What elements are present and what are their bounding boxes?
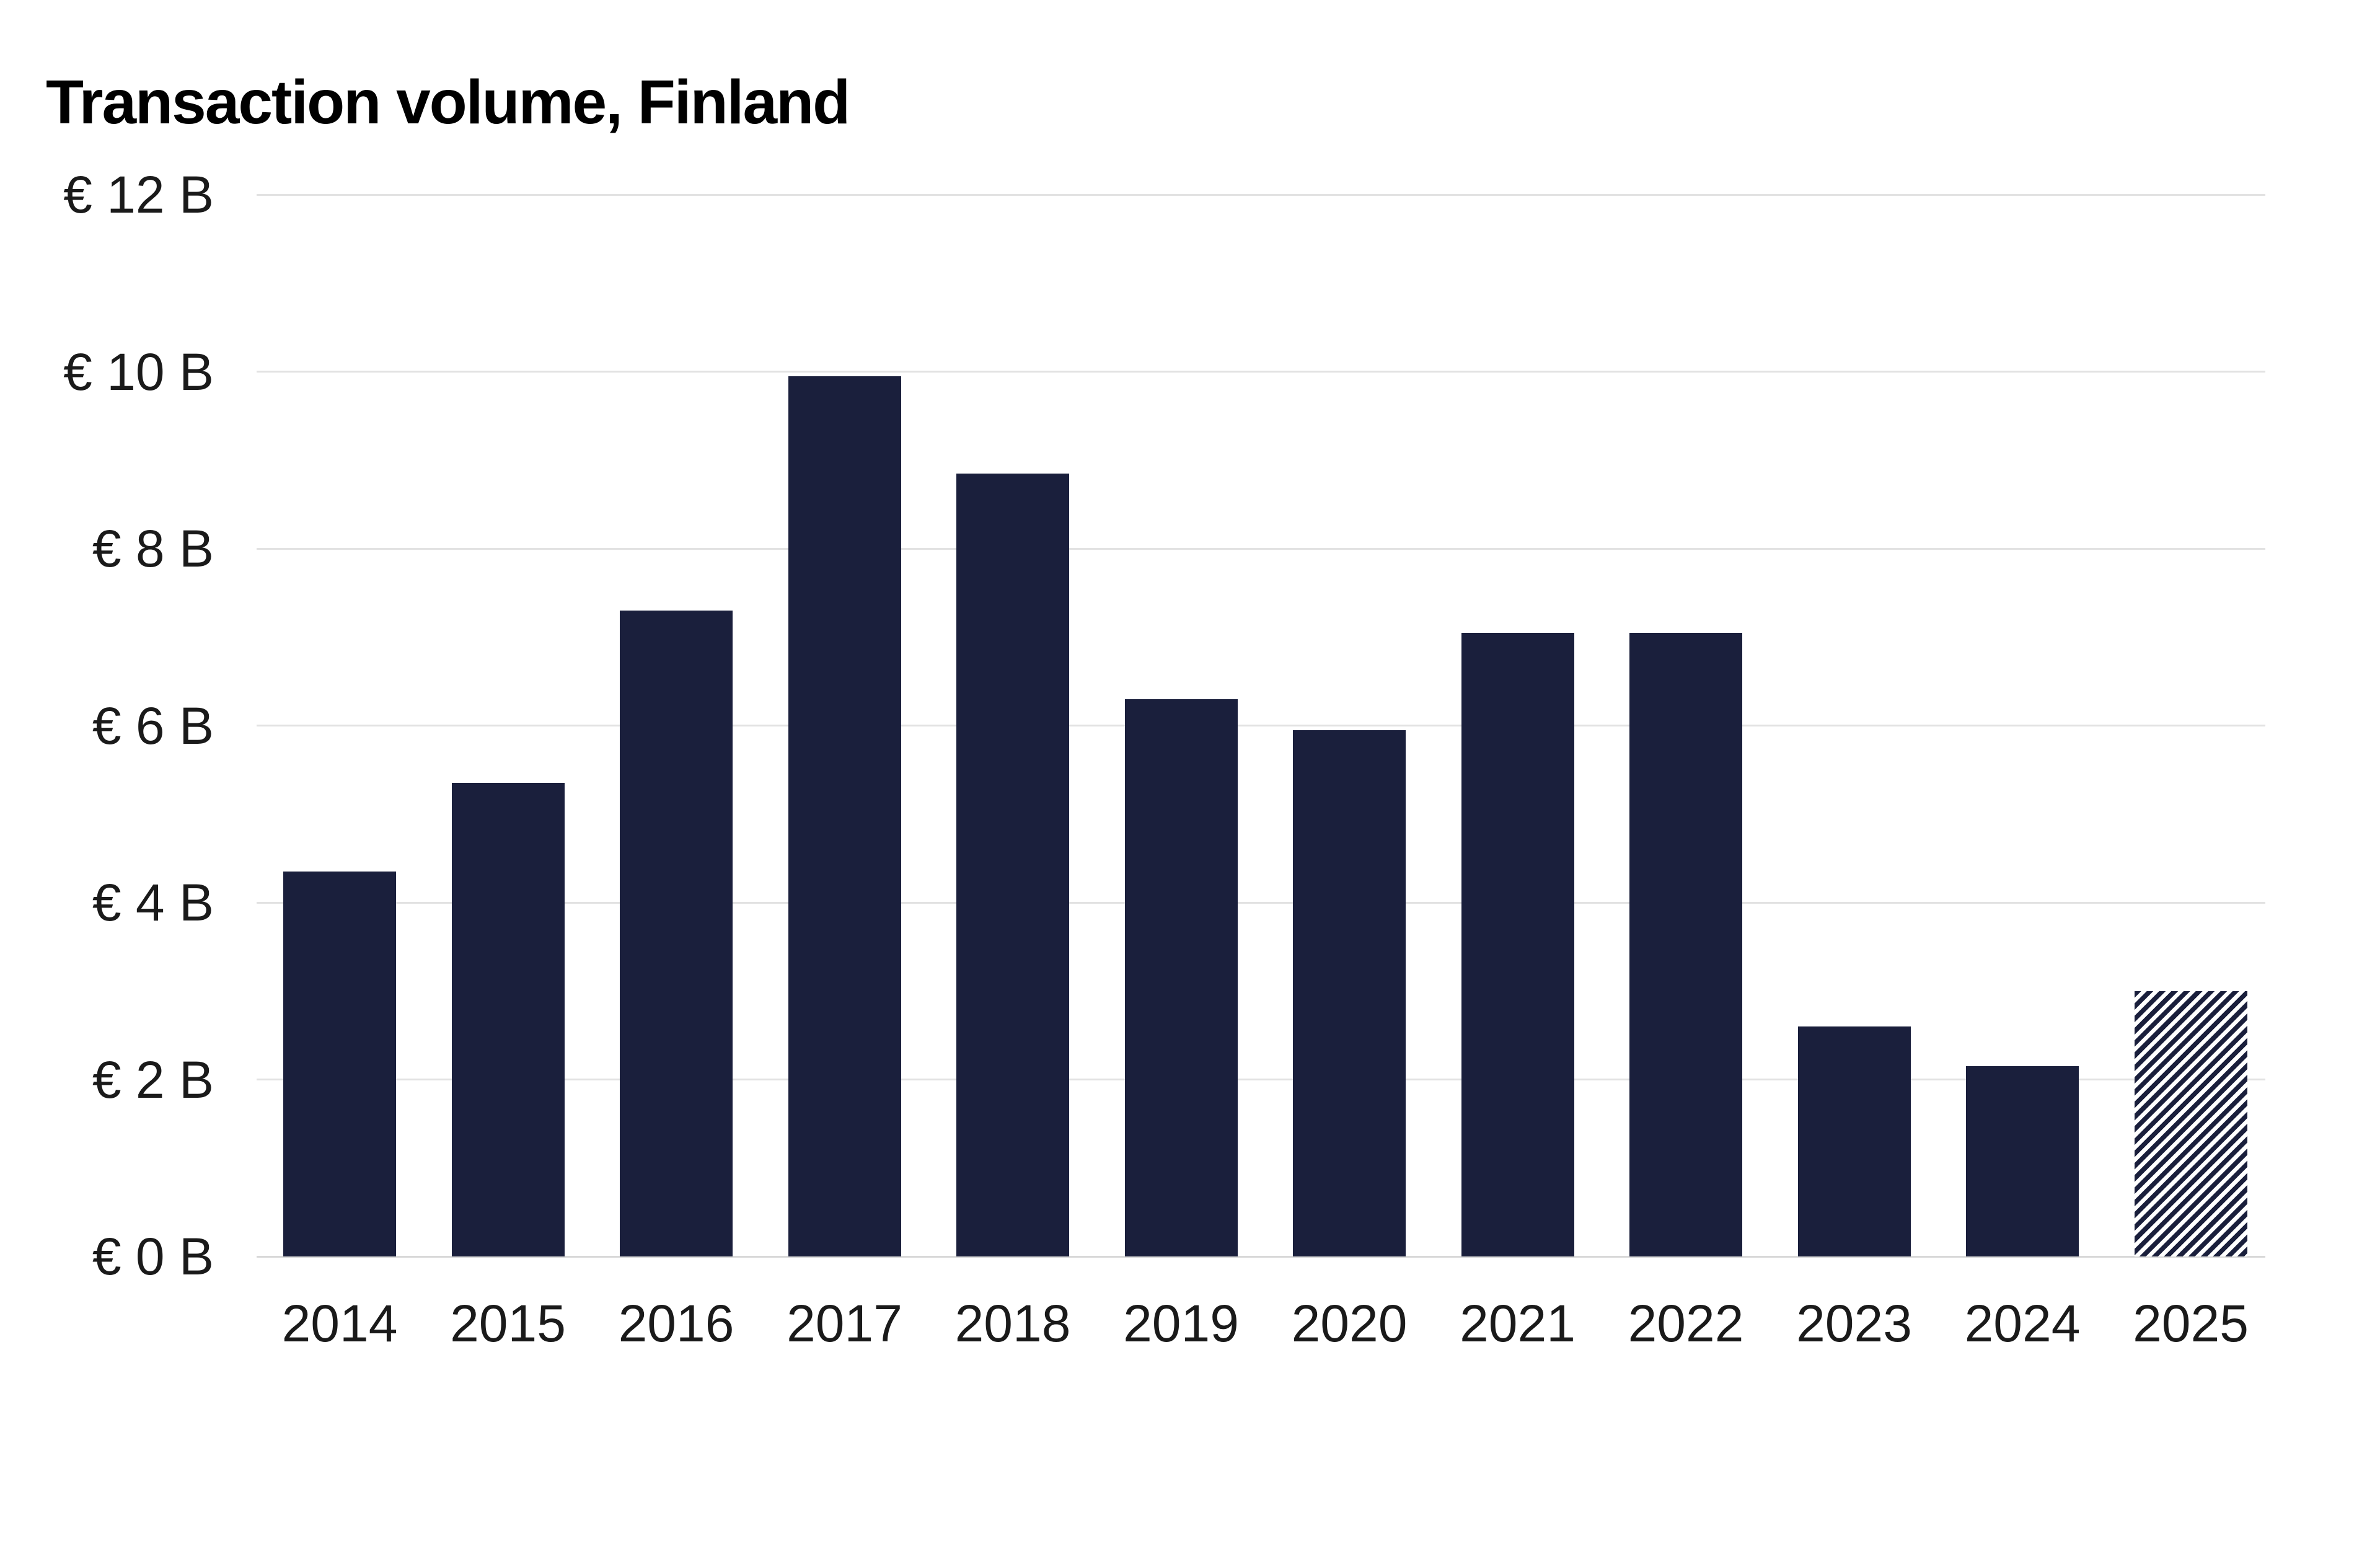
x-tick-label-2017: 2017 <box>787 1294 902 1353</box>
gridline-4b <box>257 901 2265 904</box>
y-tick-label-12b: € 12 B <box>63 166 214 224</box>
x-tick-label-2016: 2016 <box>618 1294 734 1353</box>
bar-2022 <box>1629 632 1742 1256</box>
x-tick-label-2014: 2014 <box>281 1294 398 1353</box>
x-tick-label-2022: 2022 <box>1628 1294 1744 1353</box>
bar-2016 <box>620 610 733 1256</box>
gridline-12b <box>257 193 2265 196</box>
gridline-6b <box>257 725 2265 726</box>
y-tick-label-0b: € 0 B <box>92 1227 214 1286</box>
bar-2023 <box>1797 1026 1911 1256</box>
bar-2019 <box>1124 699 1238 1256</box>
bar-2025-forecast <box>2134 991 2247 1256</box>
gridline-8b <box>257 547 2265 550</box>
x-tick-label-2018: 2018 <box>954 1294 1071 1353</box>
bar-2017 <box>788 376 901 1256</box>
chart-title: Transaction volume, Finland <box>46 68 850 137</box>
x-tick-label-2024: 2024 <box>1964 1294 2081 1353</box>
x-tick-label-2023: 2023 <box>1796 1294 1912 1353</box>
x-tick-label-2020: 2020 <box>1291 1294 1408 1353</box>
bar-2020 <box>1293 730 1406 1256</box>
bar-2014 <box>283 872 396 1256</box>
plot-area <box>257 193 2265 1258</box>
y-tick-label-8b: € 8 B <box>92 519 214 578</box>
x-tick-label-2019: 2019 <box>1123 1294 1239 1353</box>
gridline-10b <box>257 371 2265 373</box>
x-tick-label-2015: 2015 <box>450 1294 566 1353</box>
bar-2018 <box>956 473 1069 1256</box>
y-tick-label-2b: € 2 B <box>92 1050 214 1109</box>
y-tick-label-10b: € 10 B <box>63 342 214 401</box>
gridline-2b <box>257 1079 2265 1080</box>
bar-2015 <box>451 783 565 1256</box>
y-tick-label-4b: € 4 B <box>92 873 214 932</box>
y-tick-label-6b: € 6 B <box>92 696 214 755</box>
gridline-0b <box>257 1255 2265 1258</box>
bar-2024 <box>1966 1066 2079 1256</box>
x-tick-label-2021: 2021 <box>1460 1294 1576 1353</box>
bar-2021 <box>1461 632 1574 1256</box>
x-tick-label-2025: 2025 <box>2133 1294 2249 1353</box>
